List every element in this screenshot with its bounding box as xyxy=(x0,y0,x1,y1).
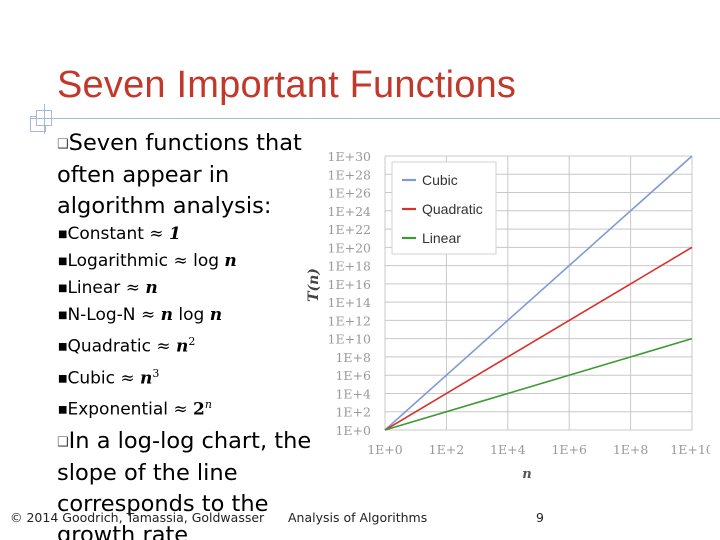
series-line-quadratic xyxy=(384,246,693,431)
series-line-linear xyxy=(384,337,693,431)
function-item-logarithmic: ■Logarithmic ≈ log n xyxy=(58,251,237,271)
footer-copyright: © 2014 Goodrich, Tamassia, Goldwasser xyxy=(10,510,265,525)
x-tick-label: 1E+8 xyxy=(613,442,649,457)
bullet-log-log-text: In a log-log chart, the slope of the lin… xyxy=(57,428,312,540)
x-tick-label: 1E+4 xyxy=(490,442,526,457)
y-tick-label: 1E+8 xyxy=(335,350,371,365)
legend-label-linear: Linear xyxy=(422,230,461,246)
square-bullet-icon: ■ xyxy=(58,229,68,240)
y-tick-label: 1E+28 xyxy=(328,167,372,182)
square-bullet-icon: ■ xyxy=(58,256,68,267)
y-tick-label: 1E+24 xyxy=(328,204,372,219)
hollow-square-bullet-icon: ❑ xyxy=(57,435,69,450)
y-axis-ticks: 1E+0 1E+2 1E+4 1E+6 1E+8 1E+10 1E+12 1E+14 1E+16… xyxy=(328,149,372,438)
title-underline xyxy=(30,118,720,119)
y-tick-label: 1E+16 xyxy=(328,277,372,292)
square-bullet-icon: ■ xyxy=(58,310,68,321)
square-bullet-icon: ■ xyxy=(58,341,68,353)
bullet-seven-functions-text: Seven functions that often appear in alg… xyxy=(57,130,302,219)
log-log-chart: 1E+0 1E+2 1E+4 1E+6 1E+8 1E+10 1E+12 1E+14 1E+16… xyxy=(306,149,710,482)
function-list: ■Constant ≈ 1 ■Logarithmic ≈ log n ■Line… xyxy=(58,221,237,424)
slide-title: Seven Important Functions xyxy=(57,64,517,106)
hollow-square-bullet-icon: ❑ xyxy=(57,137,69,152)
bullet-log-log: ❑In a log-log chart, the slope of the li… xyxy=(57,426,337,540)
function-item-exponential: ■Exponential ≈ 2n xyxy=(58,398,212,420)
function-item-linear: ■Linear ≈ n xyxy=(58,278,158,298)
y-tick-label: 1E+22 xyxy=(328,222,371,237)
y-tick-label: 1E+10 xyxy=(328,332,372,347)
function-item-constant: ■Constant ≈ 1 xyxy=(58,224,181,244)
square-bullet-icon: ■ xyxy=(58,373,68,385)
legend-label-cubic: Cubic xyxy=(422,172,458,188)
y-tick-label: 1E+4 xyxy=(335,386,371,401)
footer-page-number: 9 xyxy=(536,510,544,525)
y-tick-label: 1E+0 xyxy=(335,423,371,438)
square-bullet-icon: ■ xyxy=(58,283,68,294)
x-axis-label: n xyxy=(522,467,531,482)
x-tick-label: 1E+10 xyxy=(670,442,710,457)
footer-course: Analysis of Algorithms xyxy=(288,510,428,525)
y-tick-label: 1E+18 xyxy=(328,259,372,274)
y-tick-label: 1E+6 xyxy=(335,368,371,383)
legend-label-quadratic: Quadratic xyxy=(422,201,483,217)
x-axis-ticks: 1E+0 1E+2 1E+4 1E+6 1E+8 1E+10 xyxy=(367,442,710,457)
chart-series xyxy=(384,155,693,431)
series-line-cubic xyxy=(384,155,693,431)
y-tick-label: 1E+2 xyxy=(335,405,371,420)
y-tick-label: 1E+30 xyxy=(328,149,372,164)
y-tick-label: 1E+14 xyxy=(328,295,372,310)
title-vertical-line xyxy=(44,104,45,134)
chart-legend: Cubic Quadratic Linear xyxy=(391,161,497,255)
function-item-cubic: ■Cubic ≈ n3 xyxy=(58,366,160,389)
x-tick-label: 1E+0 xyxy=(367,442,403,457)
y-axis-label: T(n) xyxy=(306,268,322,302)
y-tick-label: 1E+12 xyxy=(328,313,371,328)
x-tick-label: 1E+6 xyxy=(551,442,587,457)
x-tick-label: 1E+2 xyxy=(429,442,465,457)
square-bullet-icon: ■ xyxy=(58,404,68,416)
bullet-seven-functions: ❑Seven functions that often appear in al… xyxy=(57,128,337,222)
y-tick-label: 1E+26 xyxy=(328,186,372,201)
function-item-nlogn: ■N-Log-N ≈ n log n xyxy=(58,305,223,325)
y-tick-label: 1E+20 xyxy=(328,240,372,255)
function-item-quadratic: ■Quadratic ≈ n2 xyxy=(58,335,196,357)
